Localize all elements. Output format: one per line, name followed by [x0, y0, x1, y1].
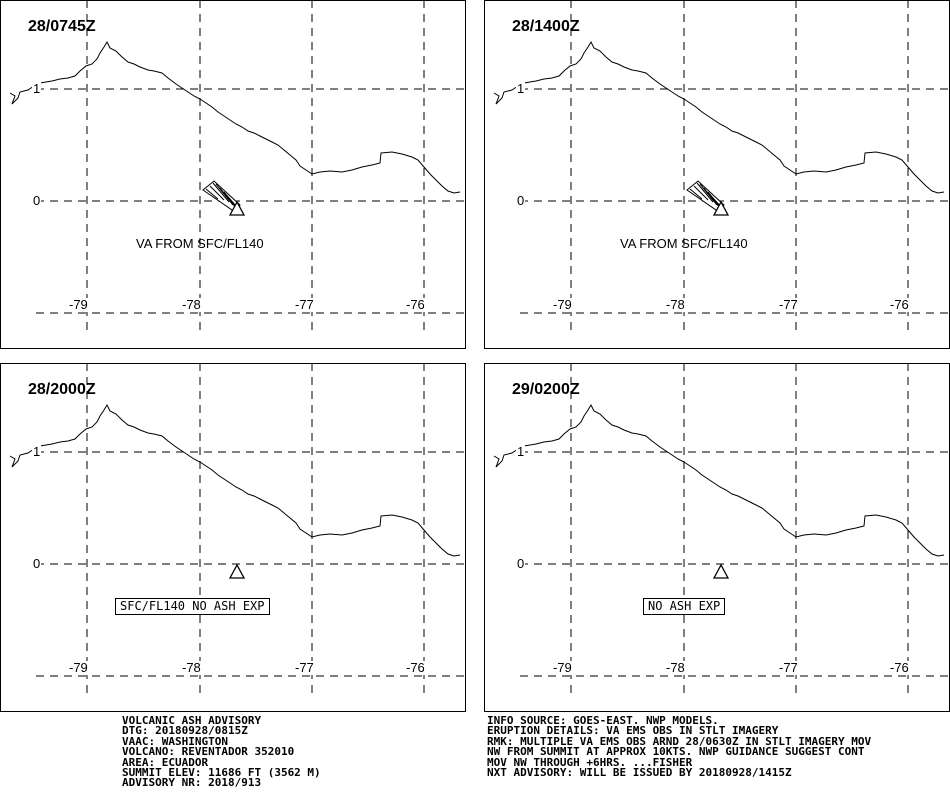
no-ash-box: NO ASH EXP — [643, 598, 726, 615]
ash-label: VA FROM SFC/FL140 — [620, 236, 748, 251]
lon-label: -78 — [181, 660, 202, 675]
ash-plume-polygon — [202, 180, 241, 213]
coastline — [9, 40, 461, 194]
volcano-triangle-icon — [712, 563, 730, 579]
coastline — [493, 40, 945, 194]
lat-label: 1 — [516, 444, 526, 459]
lon-label: -77 — [294, 297, 315, 312]
lon-label: -78 — [665, 660, 686, 675]
advisory-line: NW FROM SUMMIT AT APPROX 10KTS. NWP GUID… — [487, 745, 865, 759]
lat-label: 0 — [516, 193, 526, 208]
map-graphic — [0, 0, 466, 349]
volcano-triangle-icon — [228, 200, 246, 216]
map-graphic — [484, 0, 950, 349]
panel-border — [0, 363, 466, 712]
advisory-line: VOLCANIC ASH ADVISORY — [122, 714, 262, 727]
advisory-left: VOLCANIC ASH ADVISORY DTG: 20180928/0815Z… — [122, 714, 321, 790]
volcano-triangle-icon — [712, 200, 730, 216]
advisory-line: VOLCANO: REVENTADOR 352010 — [122, 745, 295, 759]
advisory-right: INFO SOURCE: GOES-EAST. NWP MODELS. ERUPT… — [487, 714, 872, 780]
volcano-triangle-icon — [228, 563, 246, 579]
lon-label: -79 — [68, 660, 89, 675]
advisory-line: SUMMIT ELEV: 11686 FT (3562 M) — [122, 766, 321, 780]
no-ash-box: SFC/FL140 NO ASH EXP — [115, 598, 270, 615]
ash-label: VA FROM SFC/FL140 — [136, 236, 264, 251]
lon-label: -78 — [181, 297, 202, 312]
advisory-line: DTG: 20180928/0815Z — [122, 724, 248, 738]
map-graphic — [0, 363, 466, 712]
advisory-line: RMK: MULTIPLE VA EMS OBS ARND 28/0630Z I… — [487, 734, 872, 748]
panel-time: 28/1400Z — [512, 18, 580, 35]
lon-label: -76 — [889, 660, 910, 675]
coastline — [493, 403, 945, 557]
advisory-line: ADVISORY NR: 2018/913 — [122, 776, 262, 790]
map-panel-4: 29/0200Z 1 0 -79 -78 -77 -76 NO ASH EXP — [484, 363, 950, 712]
panel-time: 29/0200Z — [512, 381, 580, 398]
map-panel-3: 28/2000Z 1 0 -79 -78 -77 -76 SFC/FL140 N… — [0, 363, 466, 712]
coastline — [9, 403, 461, 557]
advisory-line: VAAC: WASHINGTON — [122, 734, 228, 748]
advisory-line: ERUPTION DETAILS: VA EMS OBS IN STLT IMA… — [487, 724, 779, 738]
lon-label: -79 — [68, 297, 89, 312]
lat-label: 0 — [516, 556, 526, 571]
lon-label: -77 — [778, 660, 799, 675]
advisory-line: INFO SOURCE: GOES-EAST. NWP MODELS. — [487, 714, 719, 727]
lon-label: -78 — [665, 297, 686, 312]
advisory-line: MOV NW THROUGH +6HRS. ...FISHER — [487, 755, 693, 769]
lat-label: 1 — [32, 444, 42, 459]
map-panel-1: 28/0745Z 1 0 -79 -78 -77 -76 VA FROM SFC… — [0, 0, 466, 349]
panel-border — [0, 0, 466, 349]
lat-label: 1 — [516, 81, 526, 96]
ash-plume-polygon — [686, 180, 725, 213]
lat-label: 0 — [32, 556, 42, 571]
panel-time: 28/0745Z — [28, 18, 96, 35]
lon-label: -77 — [778, 297, 799, 312]
lat-label: 1 — [32, 81, 42, 96]
lon-label: -76 — [889, 297, 910, 312]
lon-label: -76 — [405, 297, 426, 312]
panel-time: 28/2000Z — [28, 381, 96, 398]
lon-label: -76 — [405, 660, 426, 675]
lon-label: -77 — [294, 660, 315, 675]
lon-label: -79 — [552, 297, 573, 312]
advisory-line: AREA: ECUADOR — [122, 755, 209, 769]
lat-label: 0 — [32, 193, 42, 208]
advisory-line: NXT ADVISORY: WILL BE ISSUED BY 20180928… — [487, 766, 792, 780]
map-panel-2: 28/1400Z 1 0 -79 -78 -77 -76 VA FROM SFC… — [484, 0, 950, 349]
lon-label: -79 — [552, 660, 573, 675]
